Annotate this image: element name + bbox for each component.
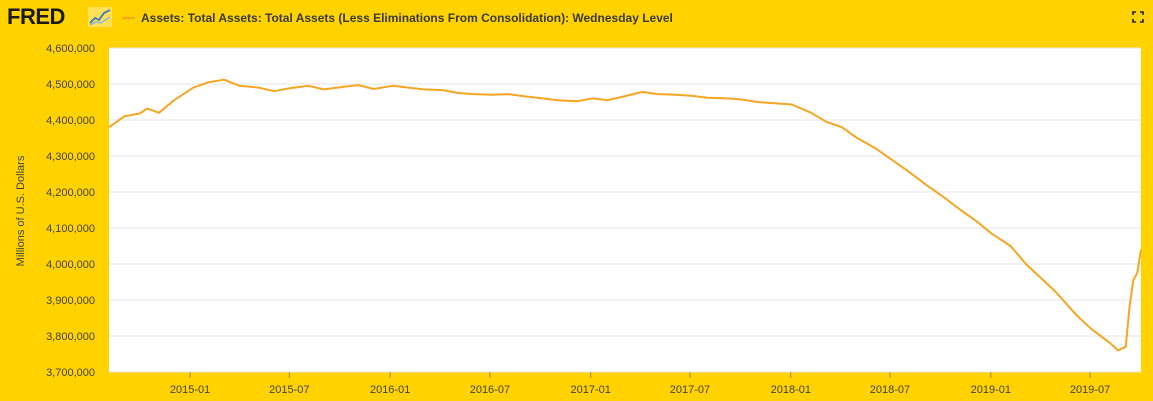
legend-swatch [122, 17, 135, 19]
series-layer [108, 78, 1142, 352]
y-tick-label: 4,600,000 [46, 43, 95, 55]
y-tick-label: 3,700,000 [46, 367, 95, 379]
x-tick-label: 2016-07 [470, 384, 510, 396]
y-tick-label: 4,000,000 [46, 259, 95, 271]
y-axis-label: Millions of U.S. Dollars [15, 155, 27, 266]
x-tick-label: 2015-01 [170, 384, 210, 396]
y-axis: 3,700,000 3,800,000 3,900,000 4,000,000 4,10… [46, 43, 95, 379]
x-tick-label: 2017-01 [571, 384, 611, 396]
y-tick-label: 4,500,000 [46, 79, 95, 91]
x-tick-label: 2018-07 [870, 384, 910, 396]
fred-logo[interactable]: FRED [7, 4, 65, 29]
x-tick-label: 2015-07 [269, 384, 309, 396]
y-tick-label: 3,800,000 [46, 331, 95, 343]
plot-area [109, 48, 1141, 372]
chart-header: FRED Assets: Total Assets: Total Assets … [0, 0, 1153, 36]
y-tick-label: 4,200,000 [46, 187, 95, 199]
x-tick-label: 2019-07 [1070, 384, 1110, 396]
x-tick-label: 2019-01 [971, 384, 1011, 396]
y-tick-label: 4,400,000 [46, 115, 95, 127]
gridlines [109, 47, 1141, 373]
x-tick-label: 2017-07 [670, 384, 710, 396]
fullscreen-icon[interactable] [1132, 11, 1144, 23]
x-axis: 2015-01 2015-07 2016-01 2016-07 2017-01 2017-… [170, 372, 1110, 396]
chart-title: Assets: Total Assets: Total Assets (Less… [141, 11, 673, 25]
y-tick-label: 4,300,000 [46, 151, 95, 163]
series-line[interactable] [108, 78, 1142, 352]
x-tick-label: 2016-01 [370, 384, 410, 396]
y-tick-label: 4,100,000 [46, 223, 95, 235]
x-tick-label: 2018-01 [771, 384, 811, 396]
y-tick-label: 3,900,000 [46, 295, 95, 307]
line-graph-icon [88, 7, 112, 27]
